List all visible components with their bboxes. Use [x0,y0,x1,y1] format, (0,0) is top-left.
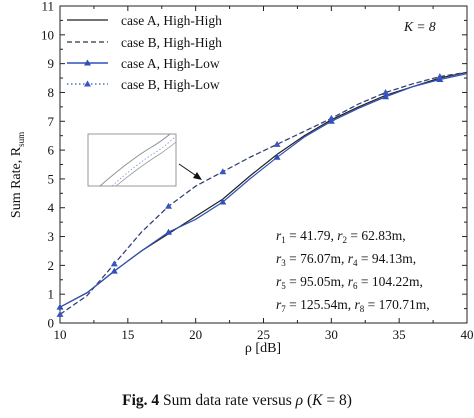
legend-label-case-b-high-high: case B, High-High [121,35,222,50]
series-marker-4 [436,73,444,80]
x-tick-label: 20 [189,327,202,342]
radii-line-3: r5 = 95.05m, r6 = 104.22m, [276,274,423,291]
legend-label-case-a-high-high: case A, High-High [121,13,222,28]
y-tick-label: 2 [48,258,55,273]
x-tick-label: 25 [257,327,270,342]
series-marker-3 [165,228,173,235]
y-tick-label: 11 [41,0,54,14]
y-tick-label: 4 [48,200,55,215]
y-tick-label: 7 [48,114,55,129]
y-tick-label: 1 [48,287,55,302]
legend-marker-case-b-high-low [84,80,91,87]
inset-curve-3 [115,141,177,187]
series-marker-4 [273,140,281,147]
y-tick-labels: 0 1 2 3 4 5 6 7 8 9 10 11 [41,0,55,331]
y-tick-label: 0 [48,316,55,331]
y-axis-label: Sum Rate, Rsum [9,132,26,218]
radii-line-1: r1 = 41.79, r2 = 62.83m, [276,228,406,245]
legend-label-case-a-high-low: case A, High-Low [121,56,220,71]
legend-marker-case-a-high-low [84,59,91,66]
x-tick-label: 30 [325,327,338,342]
inset-curve-2 [111,135,177,187]
y-tick-label: 6 [48,143,55,158]
x-tick-label: 35 [393,327,406,342]
series-marker-4 [110,260,118,267]
series-marker-3 [110,267,118,274]
radii-line-2: r3 = 76.07m, r4 = 94.13m, [276,251,416,268]
x-tick-label: 15 [121,327,134,342]
y-tick-label: 8 [48,85,55,100]
x-axis-label: ρ [dB] [245,341,281,356]
series-marker-4 [382,88,390,95]
y-tick-label: 3 [48,229,55,244]
series-line-1 [59,71,468,308]
inset-arrowhead [193,172,202,180]
zoom-inset [87,133,202,187]
k-annotation: K = 8 [403,19,436,34]
radii-line-4: r7 = 125.54m, r8 = 170.71m, [276,297,430,314]
x-tick-label: 40 [461,327,474,342]
series-group [56,71,468,317]
inset-arrow [178,163,199,178]
series-marker-3 [219,198,227,205]
inset-curve-1 [99,133,171,187]
x-tick-label: 10 [54,327,67,342]
legend-label-case-b-high-low: case B, High-Low [121,77,220,92]
y-tick-label: 10 [41,27,54,42]
series-marker-4 [165,202,173,209]
series-marker-4 [219,168,227,175]
y-tick-label: 9 [48,56,55,71]
series-marker-3 [56,303,64,310]
series-marker-3 [382,93,390,100]
series-marker-4 [56,310,64,317]
legend: case A, High-High case B, High-High case… [67,13,222,92]
axis-ticks [59,5,468,324]
y-tick-label: 5 [48,171,55,186]
radii-annotation: r1 = 41.79, r2 = 62.83m, r3 = 76.07m, r4 … [276,228,430,314]
series-line-4 [59,71,468,315]
series-line-3 [59,73,468,308]
series-marker-3 [273,153,281,160]
series-marker-4 [327,114,335,121]
figure-caption: Fig. 4 Sum data rate versus ρ (K = 8) [122,392,352,409]
x-tick-labels: 10 15 20 25 30 35 40 [54,327,474,342]
